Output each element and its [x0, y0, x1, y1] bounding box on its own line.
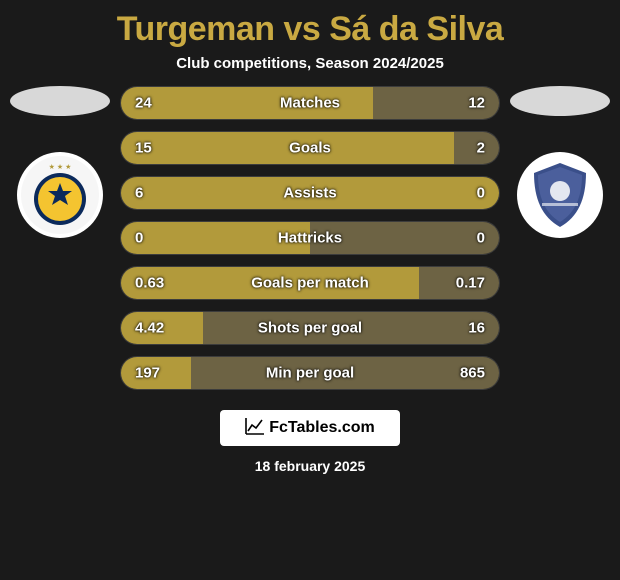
stat-value-left: 197: [135, 365, 160, 382]
stat-value-left: 0: [135, 230, 143, 247]
stat-label: Matches: [280, 95, 340, 112]
stat-label: Hattricks: [278, 230, 342, 247]
stat-row: 0.63 Goals per match 0.17: [120, 266, 500, 300]
stats-table: 24Matches1215Goals26Assists00Hattricks00…: [120, 86, 500, 390]
stat-value-right: 12: [468, 95, 485, 112]
stat-row: 0 Hattricks 0: [120, 221, 500, 255]
brand-logo[interactable]: FcTables.com: [220, 410, 400, 446]
club-badge-left: ★ ★ ★: [17, 152, 103, 238]
stat-row: 24 Matches 12: [120, 86, 500, 120]
footer-date: 18 february 2025: [0, 458, 620, 474]
stat-value-right: 0.17: [456, 275, 485, 292]
chart-icon: [245, 417, 265, 440]
stat-value-right: 865: [460, 365, 485, 382]
stat-value-left: 4.42: [135, 320, 164, 337]
stat-row: 15 Goals 2: [120, 131, 500, 165]
stat-bar-left: [121, 132, 454, 164]
stat-value-left: 6: [135, 185, 143, 202]
stat-value-right: 16: [468, 320, 485, 337]
comparison-title: Turgeman vs Sá da Silva: [0, 10, 620, 49]
club-badge-right: [517, 152, 603, 238]
stat-value-left: 0.63: [135, 275, 164, 292]
stat-value-right: 2: [477, 140, 485, 157]
right-player-column: [500, 86, 620, 238]
brand-text: FcTables.com: [269, 419, 375, 437]
maccabi-crest-icon: ★ ★ ★: [20, 155, 100, 235]
comparison-main: ★ ★ ★ 24 Matches 12 15 Goals 2 6 Assists 0 0 Hattr…: [0, 86, 620, 390]
left-player-column: ★ ★ ★: [0, 86, 120, 238]
stat-row: 197 Min per goal 865: [120, 356, 500, 390]
stat-value-left: 24: [135, 95, 152, 112]
stat-value-right: 0: [477, 230, 485, 247]
stat-value-right: 0: [477, 185, 485, 202]
stat-label: Min per goal: [266, 365, 354, 382]
stat-value-left: 15: [135, 140, 152, 157]
stat-label: Shots per goal: [258, 320, 362, 337]
shield-crest-icon: [520, 155, 600, 235]
stat-row: 4.42 Shots per goal 16: [120, 311, 500, 345]
player-silhouette-right: [510, 86, 610, 116]
svg-text:★ ★ ★: ★ ★ ★: [49, 163, 72, 171]
player-silhouette-left: [10, 86, 110, 116]
stat-label: Goals per match: [251, 275, 369, 292]
stat-row: 6 Assists 0: [120, 176, 500, 210]
season-subtitle: Club competitions, Season 2024/2025: [0, 55, 620, 72]
stat-label: Assists: [283, 185, 336, 202]
stat-label: Goals: [289, 140, 331, 157]
